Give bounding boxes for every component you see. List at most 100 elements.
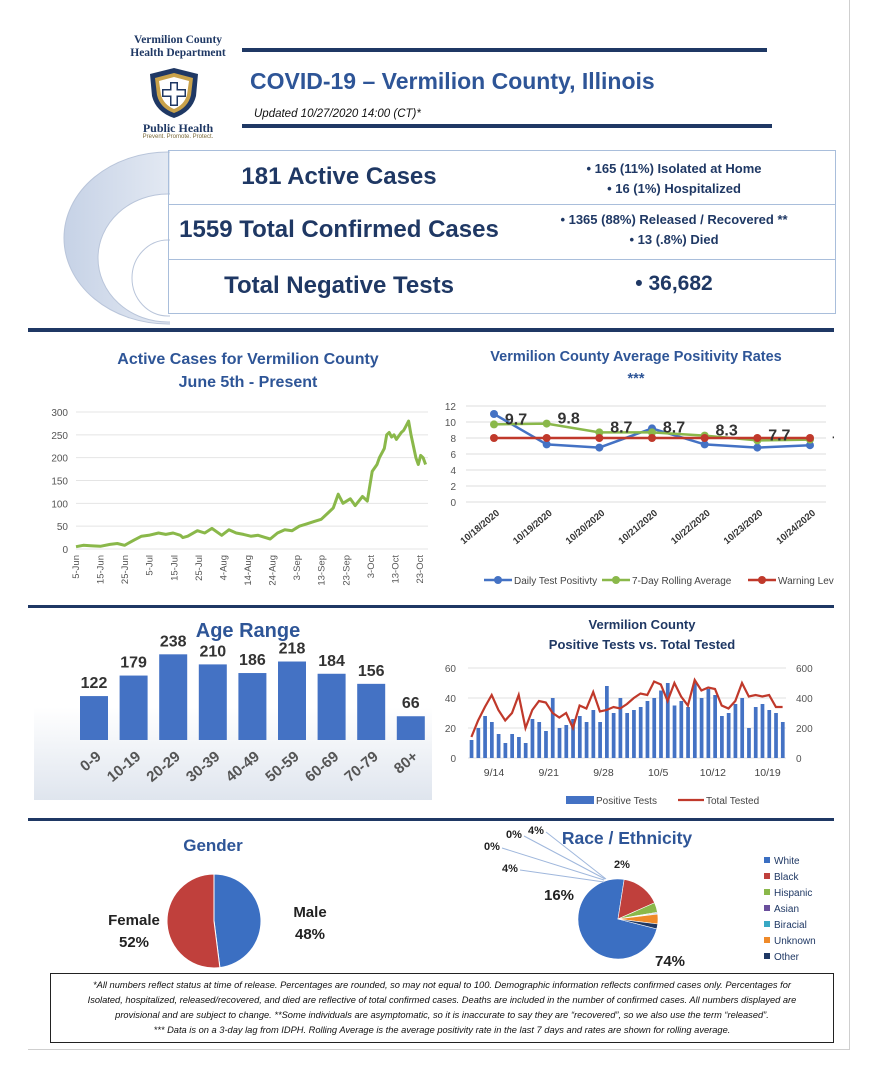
y-tick-label: 8	[450, 434, 456, 445]
legend-label: Other	[774, 952, 800, 963]
legend-swatch-positive	[566, 796, 594, 804]
legend-swatch	[764, 889, 770, 895]
section-divider-2	[28, 605, 834, 608]
age-bar-value-label: 122	[81, 675, 108, 692]
positive-tests-bar	[557, 728, 562, 758]
x-tick-label: 10/23/2020	[722, 508, 765, 547]
series-point-1	[648, 428, 656, 437]
positive-tests-bar	[469, 740, 474, 758]
age-category-label: 40-49	[223, 748, 263, 786]
updated-timestamp: Updated 10/27/2020 14:00 (CT)*	[254, 108, 421, 120]
rolling-average-data-label: 7.7	[768, 427, 790, 444]
age-bar	[357, 683, 386, 740]
race-slice-other	[617, 918, 659, 930]
positive-tests-bar	[625, 713, 630, 758]
positive-tests-bar	[760, 704, 765, 758]
positive-tests-chart-subtitle: Positive Tests vs. Total Tested	[548, 637, 736, 652]
positive-tests-bar	[537, 722, 542, 758]
positive-tests-bar	[774, 713, 778, 758]
race-ethnicity-pie-chart: 74%16%4%0%0% 4%2% WhiteBlackHispanicAsianB…	[484, 825, 816, 970]
race-percent-label: 16%	[544, 887, 574, 904]
age-bar	[278, 661, 306, 740]
total-cases-details: • 1365 (88%) Released / Recovered ** • 1…	[524, 210, 824, 250]
y-tick-label: 6	[450, 450, 456, 461]
x-tick-label: 14-Aug	[243, 555, 254, 586]
positive-tests-bar	[503, 743, 508, 758]
positive-tests-bar	[753, 707, 758, 758]
positive-tests-bar	[605, 686, 609, 758]
series-point-2	[753, 434, 762, 442]
total-tested-line	[470, 677, 783, 738]
legend-label-positive: Positive Tests	[596, 796, 657, 807]
series-point-2	[490, 434, 498, 442]
org-name: Vermilion County Health Department	[113, 34, 243, 60]
footnote-line-1: *All numbers reflect status at time of r…	[93, 980, 791, 990]
summary-decorative-arcs	[63, 151, 170, 325]
series-point-0	[542, 440, 551, 449]
series-point-2	[542, 434, 551, 442]
positive-tests-chart-title-line: Vermilion County	[588, 617, 696, 632]
age-range-bar-chart: 122 0-9 179 10-19 238 20-29 210 30-39 186 40-49 21…	[77, 633, 425, 786]
positive-tests-bar	[510, 734, 515, 758]
race-percent-label: 74%	[655, 953, 685, 970]
footnote-box: *All numbers reflect status at time of r…	[50, 973, 834, 1043]
active-cases-label: 181 Active Cases	[241, 163, 437, 190]
series-point-1	[542, 419, 551, 428]
race-percent-label: 2%	[614, 859, 630, 871]
x-tick-label: 3-Oct	[366, 555, 377, 579]
section-divider-3	[28, 818, 834, 821]
positive-tests-bar	[577, 716, 582, 758]
positive-tests-bar	[699, 698, 704, 758]
race-percent-label: 4%	[528, 825, 544, 837]
positive-tests-bar	[713, 695, 717, 758]
y-tick-label: 10	[445, 418, 457, 429]
age-bar-value-label: 156	[358, 663, 385, 680]
rolling-average-data-label: 7.8	[832, 435, 834, 452]
positive-tests-bar	[618, 698, 623, 758]
age-bar-value-label: 66	[402, 695, 420, 712]
male-label: Male	[293, 904, 326, 921]
x-tick-label: 9/21	[539, 767, 560, 779]
x-tick-label: 4-Aug	[218, 555, 229, 580]
x-tick-label: 13-Oct	[390, 555, 401, 584]
gender-slice-female	[166, 873, 221, 969]
x-tick-label: 10/19	[754, 767, 780, 779]
x-tick-label: 10/12	[700, 767, 726, 779]
age-bar-value-label: 186	[239, 652, 266, 669]
left-tick-label: 60	[445, 664, 457, 675]
series-point-0	[595, 443, 604, 452]
age-category-label: 0-9	[77, 748, 105, 775]
age-bar-value-label: 184	[318, 653, 345, 670]
active-cases-chart-title-line: Active Cases for Vermilion County	[117, 351, 379, 368]
positive-tests-bar	[523, 743, 528, 758]
age-range-title: Age Range	[195, 620, 301, 642]
y-tick-label: 150	[51, 477, 68, 488]
series-point-1	[490, 420, 498, 429]
right-tick-label: 200	[796, 724, 813, 735]
series-point-1	[595, 428, 604, 437]
recovered-stat: • 1365 (88%) Released / Recovered **	[560, 212, 788, 227]
x-tick-label: 10/22/2020	[669, 508, 712, 547]
x-tick-label: 15-Jul	[169, 555, 180, 581]
female-label: Female	[108, 912, 160, 929]
legend-label: Hispanic	[774, 888, 812, 899]
legend-marker	[612, 576, 620, 584]
positive-tests-bar	[489, 722, 494, 758]
negative-tests-panel: Total Negative Tests • 36,682	[168, 260, 836, 314]
positive-tests-bar	[530, 719, 535, 758]
y-tick-label: 300	[51, 408, 68, 419]
rolling-average-data-label: 9.8	[558, 411, 580, 428]
x-tick-label: 10/21/2020	[616, 508, 659, 547]
y-tick-label: 2	[450, 482, 456, 493]
y-tick-label: 0	[450, 498, 456, 509]
leader-line	[523, 835, 606, 880]
positive-tests-bar	[591, 710, 596, 758]
positive-tests-bar	[598, 722, 602, 758]
age-bar	[396, 716, 425, 740]
negative-tests-label: Total Negative Tests	[224, 272, 454, 299]
hospitalized-stat: • 16 (1%) Hospitalized	[607, 181, 741, 196]
positivity-chart-title: Vermilion County Average Positivity Rate…	[490, 349, 782, 387]
age-bar-value-label: 179	[120, 655, 147, 672]
